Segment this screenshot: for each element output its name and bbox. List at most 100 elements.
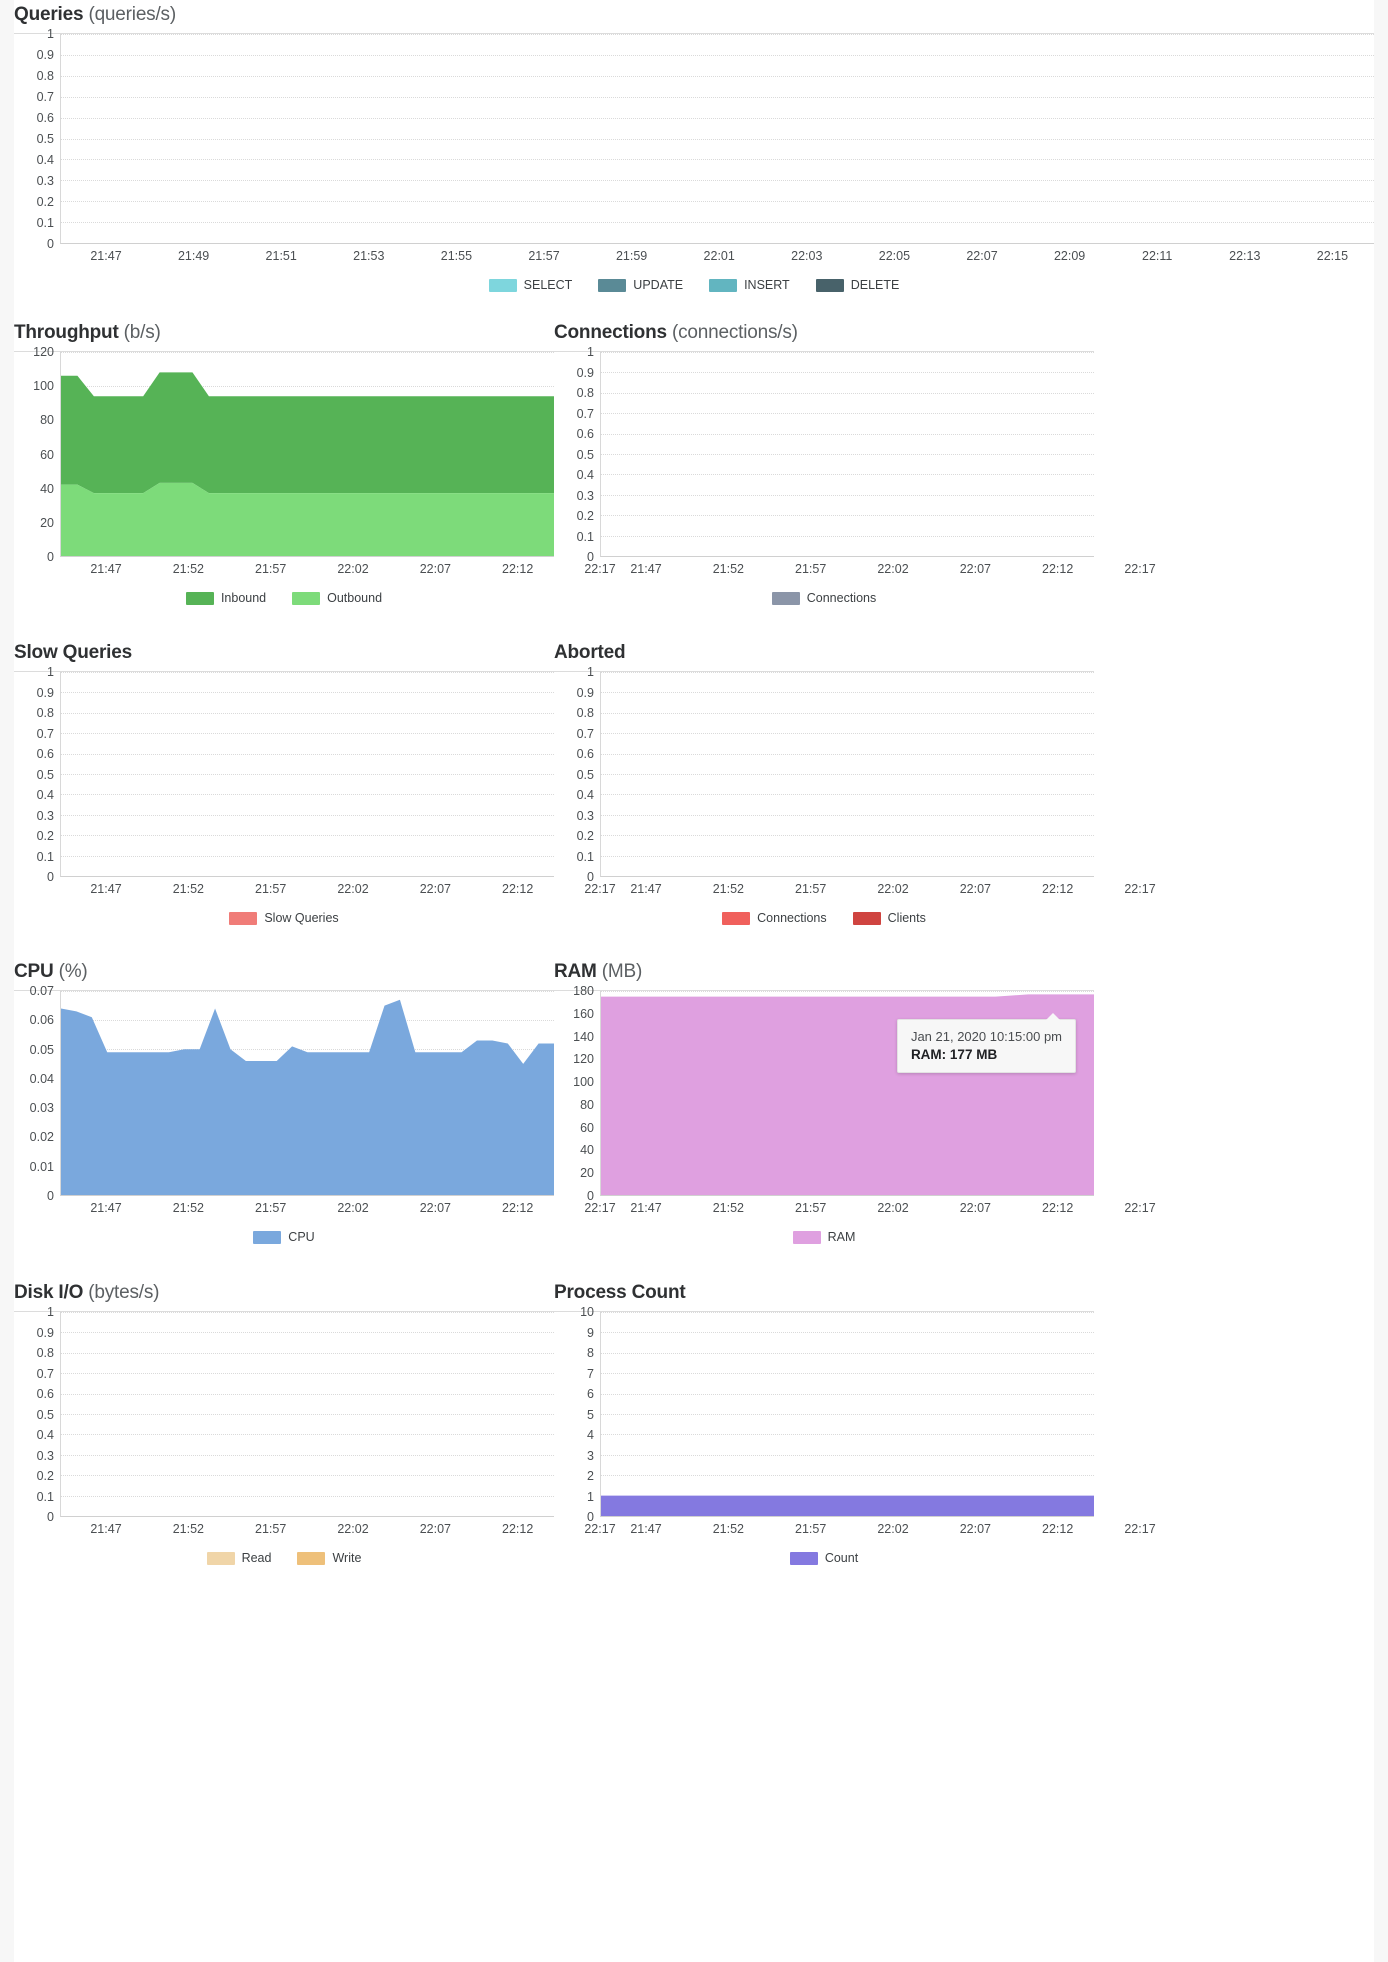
y-axis-tick: 0.9: [36, 685, 54, 700]
legend-item[interactable]: Clients: [852, 911, 926, 925]
chart-title-divider: [14, 1311, 554, 1312]
gridline: [601, 1393, 1094, 1395]
legend-item[interactable]: SELECT: [488, 278, 573, 292]
gridline: [61, 138, 1374, 140]
plot-canvas-queries[interactable]: [60, 34, 1374, 244]
x-axis-tick: 21:51: [265, 249, 297, 263]
legend-item[interactable]: Write: [297, 1551, 361, 1565]
plot-canvas-process-count[interactable]: [600, 1312, 1094, 1517]
legend-item[interactable]: Count: [789, 1551, 858, 1565]
chart-legend-aborted: Connections Clients: [554, 911, 1094, 925]
gridline: [61, 1475, 554, 1477]
legend-label: INSERT: [744, 278, 790, 292]
gridline: [601, 991, 1094, 992]
gridline: [61, 692, 554, 694]
plot-canvas-throughput[interactable]: [60, 352, 554, 557]
y-axis-process-count: 10 9 8 7 6 5 4 3 2 1 0: [554, 1305, 600, 1524]
y-axis-tick: 3: [587, 1448, 594, 1463]
x-axis-tick: 22:07: [959, 562, 991, 576]
gridline: [61, 1312, 554, 1313]
y-axis-tick: 0.4: [36, 1428, 54, 1442]
gridline: [601, 515, 1094, 517]
legend-item[interactable]: Inbound: [185, 591, 266, 605]
legend-label: UPDATE: [633, 278, 684, 292]
y-axis-tick: 0.2: [36, 195, 54, 209]
x-axis-tick: 21:49: [177, 249, 210, 263]
y-axis-tick: 0.5: [576, 767, 594, 782]
y-axis-tick: 0.7: [36, 1366, 54, 1381]
plot-canvas-connections[interactable]: [600, 352, 1094, 557]
gridline: [601, 692, 1094, 694]
x-axis-tick: 22:17: [1124, 562, 1156, 576]
y-axis-tick: 0: [587, 1510, 594, 1524]
chart-title-unit: (MB): [596, 961, 643, 982]
plot-area-ram: 180 160 140 120 100 80 60 40 20 0 Jan 21, 2020 10:…: [554, 984, 1094, 1203]
plot-canvas-aborted[interactable]: [600, 672, 1094, 877]
gridline: [601, 494, 1094, 496]
plot-canvas-slow-queries[interactable]: [60, 672, 554, 877]
y-axis-tick: 80: [40, 413, 54, 428]
legend-swatch-icon: [789, 1551, 818, 1565]
y-axis-disk-io: 1 0.9 0.8 0.7 0.6 0.5 0.4 0.3 0.2 0.1 0: [14, 1305, 60, 1524]
legend-swatch-icon: [815, 278, 844, 292]
legend-label: SELECT: [523, 278, 573, 292]
series-area-cpu: [61, 999, 554, 1195]
legend-item[interactable]: CPU: [253, 1230, 315, 1244]
x-axis-tick: 21:52: [712, 882, 744, 896]
gridline: [601, 1312, 1094, 1313]
legend-item[interactable]: UPDATE: [598, 278, 683, 292]
plot-canvas-disk-io[interactable]: [60, 1312, 554, 1517]
y-axis-ram: 180 160 140 120 100 80 60 40 20 0: [554, 984, 600, 1203]
x-axis-tick: 22:09: [1053, 249, 1086, 263]
legend-item[interactable]: RAM: [792, 1230, 855, 1244]
x-axis-tick: 22:07: [959, 1201, 991, 1215]
y-axis-tick: 0.03: [29, 1101, 54, 1116]
legend-item[interactable]: Connections: [722, 911, 827, 925]
gridline: [61, 385, 554, 387]
chart-panel-connections: Connections (connections/s) 1 0.9 0.8 0.7 0.6…: [554, 322, 1156, 605]
chart-title-divider: [554, 990, 1094, 991]
chart-title-divider: [554, 351, 1094, 352]
series-area-inbound: [61, 372, 554, 494]
y-axis-tick: 0.1: [576, 529, 594, 544]
legend-item[interactable]: DELETE: [815, 278, 899, 292]
y-axis-tick: 0.4: [36, 153, 54, 167]
gridline: [61, 855, 554, 857]
chart-title-divider: [554, 671, 1094, 672]
y-axis-tick: 0.4: [576, 468, 594, 482]
legend-swatch-icon: [253, 1230, 282, 1244]
y-axis-tick: 0.2: [576, 829, 594, 843]
y-axis-tick: 0.5: [36, 767, 54, 782]
legend-label: Read: [241, 1551, 272, 1565]
y-axis-tick: 120: [33, 345, 54, 359]
y-axis-tick: 140: [573, 1029, 594, 1044]
gridline: [61, 774, 554, 775]
x-axis-tick: 21:57: [795, 882, 827, 896]
legend-item[interactable]: Read: [206, 1551, 272, 1565]
gridline: [61, 753, 554, 755]
gridline: [61, 180, 1374, 182]
legend-item[interactable]: Connections: [771, 591, 876, 605]
x-axis-tick: 22:15: [1316, 249, 1349, 263]
legend-item[interactable]: Slow Queries: [229, 911, 339, 925]
chart-title-text: Queries: [14, 4, 84, 25]
x-axis-tick: 21:47: [90, 249, 122, 263]
legend-swatch-icon: [709, 278, 738, 292]
gridline: [61, 1393, 554, 1395]
plot-canvas-cpu[interactable]: [60, 991, 554, 1196]
chart-legend-process-count: Count: [554, 1551, 1094, 1565]
x-axis-tick: 22:02: [337, 1201, 369, 1215]
x-axis-tick: 21:52: [712, 562, 744, 576]
legend-swatch-icon: [771, 591, 800, 605]
y-axis-tick: 60: [580, 1120, 594, 1135]
x-axis-tick: 22:12: [502, 1522, 534, 1536]
x-axis-tick: 21:57: [528, 249, 560, 263]
chart-panel-slow-queries: Slow Queries 1 0.9 0.8 0.7 0.6 0.5 0.4 0.3 0.2 0.1…: [14, 642, 616, 925]
y-axis-tick: 0.9: [576, 365, 594, 380]
legend-item[interactable]: INSERT: [709, 278, 790, 292]
x-axis-tick: 21:47: [90, 882, 122, 896]
legend-item[interactable]: Outbound: [292, 591, 382, 605]
gridline: [61, 1495, 554, 1497]
x-axis-tick: 22:12: [1042, 1201, 1074, 1215]
